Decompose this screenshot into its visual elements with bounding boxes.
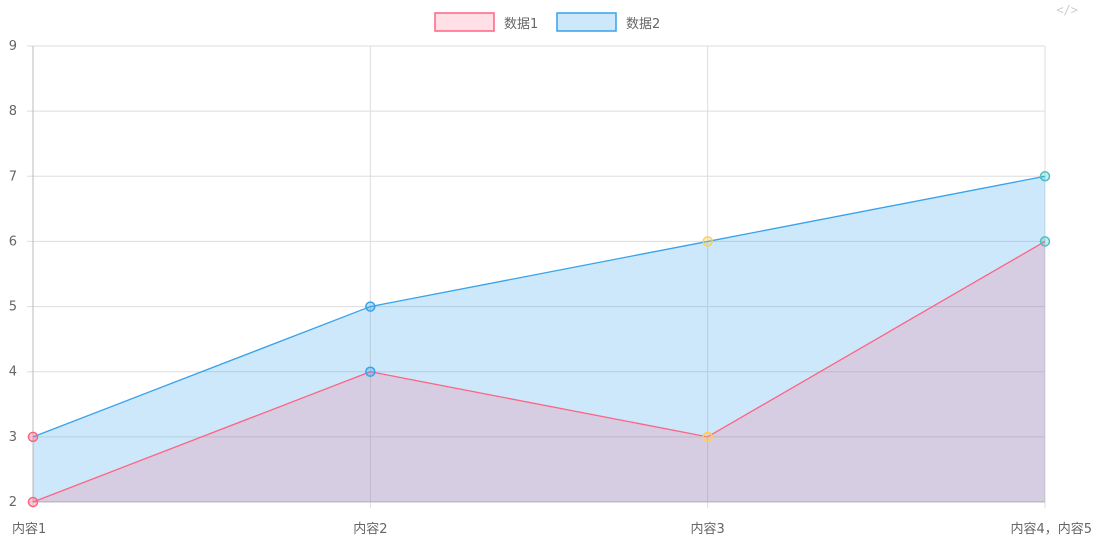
series-line-1: [32, 240, 1046, 503]
data-point: [27, 496, 39, 508]
series-line-2: [32, 175, 1046, 438]
legend-label: 数据2: [626, 17, 660, 32]
data-point: [702, 236, 713, 247]
data-point: [1039, 236, 1051, 247]
y-tick-label: 5: [9, 300, 17, 315]
legend-swatch: [556, 12, 617, 32]
legend-item-2: 数据2: [556, 12, 660, 32]
y-tick-label: 8: [9, 104, 17, 119]
series-area-1: [33, 241, 1045, 502]
legend-item-1: 数据1: [434, 12, 538, 32]
x-tick-label: 内容3: [691, 521, 725, 537]
x-tick-label: 内容1: [12, 521, 46, 537]
code-icon[interactable]: </>: [1056, 3, 1078, 17]
series-area-2: [33, 176, 1045, 503]
data-point: [1039, 171, 1051, 182]
data-point: [27, 431, 39, 443]
legend-label: 数据1: [504, 17, 538, 32]
data-point: [365, 366, 376, 377]
x-tick-label: 内容4，内容5: [1010, 521, 1092, 537]
legend-swatch: [434, 12, 495, 32]
y-tick-label: 4: [9, 365, 17, 380]
y-tick-label: 2: [9, 495, 17, 510]
y-tick-label: 3: [9, 430, 17, 445]
y-tick-label: 7: [9, 169, 17, 184]
y-tick-label: 6: [9, 234, 17, 249]
data-point: [702, 431, 713, 443]
y-tick-label: 9: [9, 39, 17, 54]
data-point: [365, 301, 376, 312]
x-tick-label: 内容2: [353, 521, 387, 537]
